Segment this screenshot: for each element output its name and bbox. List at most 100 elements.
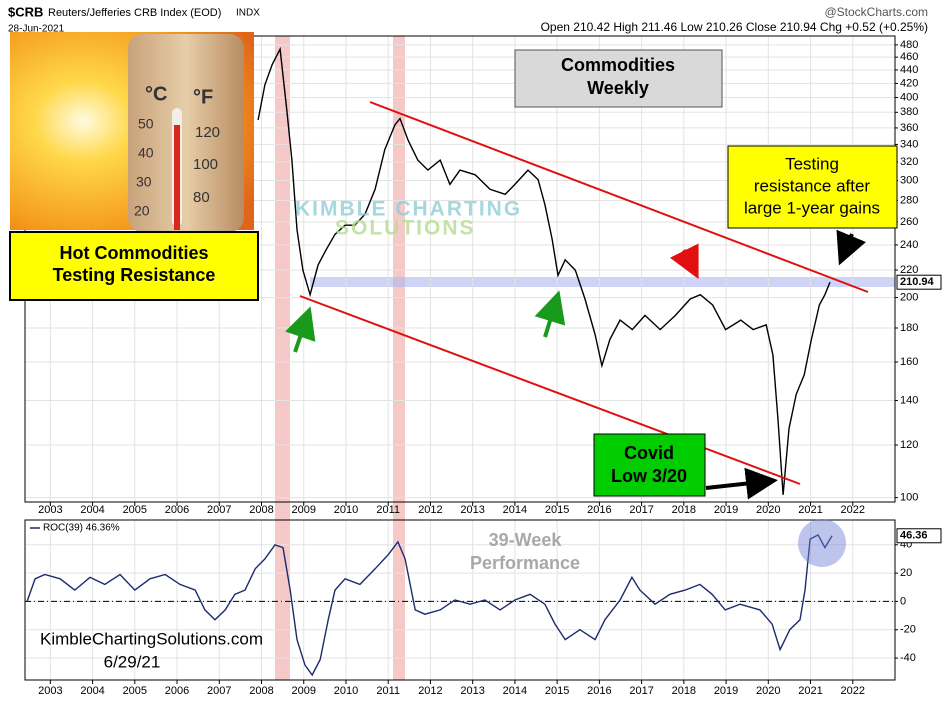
x-tick-label: 2014 (503, 685, 527, 697)
resistance-box: Testing resistance after large 1-year ga… (727, 145, 898, 229)
source: @StockCharts.com (824, 5, 928, 19)
x-tick-label: 2016 (587, 504, 611, 516)
y-tick-label: 160 (900, 356, 918, 368)
symbol: $CRB (8, 4, 43, 19)
image-label: 120 (195, 124, 220, 141)
y-tick-label: 460 (900, 51, 918, 63)
arrow (705, 467, 778, 500)
image-label: 50 (138, 116, 154, 132)
y-tick-label: 320 (900, 156, 918, 168)
trend-lines (299, 101, 869, 485)
arrows (285, 229, 866, 500)
x-tick-label: 2012 (418, 504, 442, 516)
y-tick-label: 340 (900, 138, 918, 150)
y-tick-label: -40 (900, 652, 916, 664)
y-tick-label: 300 (900, 174, 918, 186)
highlight-bands (275, 36, 895, 680)
y-tick-label: 380 (900, 106, 918, 118)
box-text: Testing (785, 154, 839, 173)
x-tick-label: 2019 (714, 685, 738, 697)
highlight-band (275, 36, 290, 680)
x-tick-label: 2013 (460, 504, 484, 516)
box-text: Hot Commodities (59, 243, 208, 263)
x-tick-label: 2005 (123, 685, 147, 697)
x-tick-label: 2011 (376, 504, 400, 516)
y-tick-label: 200 (900, 291, 918, 303)
arrow (836, 229, 866, 266)
index-name: Reuters/Jefferies CRB Index (EOD) (48, 7, 221, 19)
watermark-text: SOLUTIONS (335, 217, 476, 240)
y-tick-label: -20 (900, 624, 916, 636)
image-label: 100 (193, 156, 218, 173)
support-band (310, 277, 895, 287)
y-tick-label: 220 (900, 264, 918, 276)
box (9, 231, 259, 301)
x-tick-label: 2003 (38, 685, 62, 697)
y-tick-label: 260 (900, 216, 918, 228)
site-credit: KimbleChartingSolutions.com (40, 629, 263, 648)
x-tick-label: 2014 (503, 504, 527, 516)
covid-box: Covid Low 3/20 (593, 433, 706, 497)
y-tick-label: 0 (900, 595, 906, 607)
y-tick-label: 400 (900, 91, 918, 103)
x-tick-label: 2008 (249, 685, 273, 697)
box-text: Covid (624, 443, 674, 463)
x-tick-label: 2012 (418, 685, 442, 697)
exchange: INDX (236, 8, 260, 19)
box-text: Testing Resistance (53, 265, 216, 285)
x-tick-label: 2018 (672, 685, 696, 697)
y-tick-label: 360 (900, 122, 918, 134)
last-value-label: 210.94 (900, 276, 935, 288)
image-label: 20 (134, 203, 150, 219)
lower-trend-line (299, 295, 801, 485)
plot: 2003 2004 2005 2006 2007 2008 2009 2010 2011 2012… (25, 36, 918, 697)
box (727, 145, 898, 229)
roc-note: 39-Week (489, 530, 563, 550)
x-tick-label: 2011 (376, 685, 400, 697)
roc-note: Performance (470, 553, 580, 573)
x-tick-label: 2005 (123, 504, 147, 516)
y-tick-label: 120 (900, 439, 918, 451)
x-tick-label: 2018 (672, 504, 696, 516)
y-tick-label: 20 (900, 567, 912, 579)
upper-trend-line (369, 101, 869, 293)
x-tick-label: 2020 (756, 685, 780, 697)
title-box: Hot Commodities Testing Resistance (9, 231, 259, 301)
x-tick-label: 2017 (629, 504, 653, 516)
x-tick-label: 2007 (207, 685, 231, 697)
x-tick-label: 2021 (798, 685, 822, 697)
y-tick-label: 420 (900, 77, 918, 89)
last-value-label: 46.36 (900, 530, 928, 542)
thermometer-image: °C °F 50 40 30 20 120 100 80 (10, 32, 254, 232)
y-tick-label: 140 (900, 394, 918, 406)
x-tick-label: 2015 (545, 504, 569, 516)
x-tick-label: 2004 (80, 685, 104, 697)
highlight-circle (798, 519, 846, 567)
watermark-text: KIMBLE CHARTING (295, 198, 522, 221)
header: $CRB Reuters/Jefferies CRB Index (EOD) I… (8, 4, 928, 34)
x-tick-label: 2007 (207, 504, 231, 516)
x-tick-label: 2022 (841, 685, 865, 697)
box-text: Commodities (561, 55, 675, 75)
roc-panel-frame (24, 519, 896, 681)
watermark: KIMBLE CHARTING SOLUTIONS (295, 198, 522, 240)
x-tick-label: 2009 (291, 685, 315, 697)
x-tick-label: 2021 (798, 504, 822, 516)
arrow (669, 243, 699, 280)
arrow (534, 290, 566, 338)
x-tick-label: 2009 (291, 504, 315, 516)
y-tick-label: 100 (900, 492, 918, 504)
box-text: large 1-year gains (744, 198, 880, 217)
data-line (26, 533, 833, 677)
x-tick-label: 2022 (841, 504, 865, 516)
box (514, 49, 723, 108)
thermometer-board (128, 34, 244, 232)
x-tick-label: 2016 (587, 685, 611, 697)
x-tick-label: 2020 (756, 504, 780, 516)
y-tick-label: 480 (900, 39, 918, 51)
x-tick-label: 2010 (334, 504, 358, 516)
data-line (257, 46, 831, 495)
image-label: 40 (138, 145, 154, 161)
period-box: Commodities Weekly (514, 49, 723, 108)
